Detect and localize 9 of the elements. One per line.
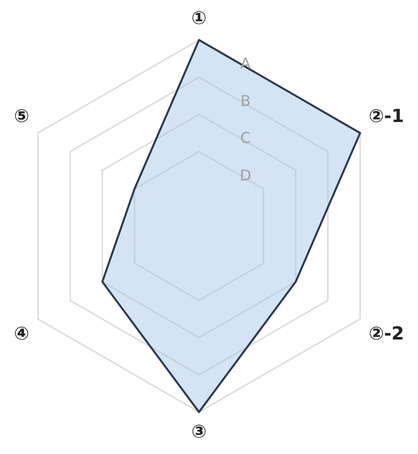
spoke-label: ⑤ <box>14 106 30 127</box>
spoke-label: ④ <box>14 323 30 344</box>
spoke-label: ① <box>191 8 207 29</box>
y-tick-label: C <box>240 129 251 148</box>
spoke-label: ②-2 <box>368 323 404 344</box>
spoke-label: ③ <box>191 422 207 442</box>
y-tick-label: B <box>240 92 251 110</box>
y-tick-label: D <box>240 166 252 184</box>
spoke-label: ②-1 <box>368 106 404 127</box>
